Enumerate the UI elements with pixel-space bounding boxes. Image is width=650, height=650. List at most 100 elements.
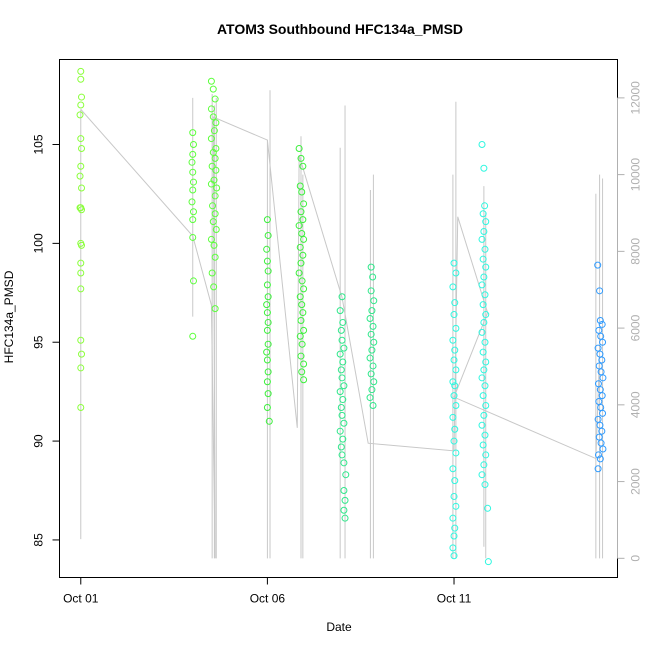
data-point xyxy=(481,431,489,439)
data-point xyxy=(482,311,490,319)
data-point xyxy=(77,259,85,267)
data-point xyxy=(368,386,376,394)
data-point xyxy=(298,340,306,348)
data-point xyxy=(300,326,308,334)
data-point xyxy=(212,166,220,174)
data-point xyxy=(76,111,84,119)
data-point xyxy=(370,338,378,346)
data-point xyxy=(338,336,346,344)
data-point xyxy=(189,129,197,137)
data-point xyxy=(338,451,346,459)
data-point xyxy=(337,443,345,451)
data-point xyxy=(212,119,220,127)
data-point xyxy=(369,322,377,330)
data-point xyxy=(366,394,374,402)
data-point xyxy=(479,255,487,263)
data-point xyxy=(77,285,85,293)
data-point xyxy=(478,421,486,429)
data-point xyxy=(369,273,377,281)
y-tick-label: 90 xyxy=(32,434,46,448)
data-point xyxy=(300,235,308,243)
data-point xyxy=(189,150,197,158)
data-point xyxy=(297,259,305,267)
data-point xyxy=(189,186,197,194)
points-layer xyxy=(76,67,607,566)
y2-tick-label: 8000 xyxy=(629,238,643,265)
data-point xyxy=(480,318,488,326)
data-point xyxy=(263,326,271,334)
data-point xyxy=(299,251,307,259)
data-point xyxy=(207,135,215,143)
data-point xyxy=(298,301,306,309)
y2-tick-label: 2000 xyxy=(629,468,643,495)
data-point xyxy=(210,241,218,249)
data-point xyxy=(340,382,348,390)
data-point xyxy=(208,162,216,170)
data-point xyxy=(298,188,306,196)
data-point xyxy=(298,368,306,376)
data-point xyxy=(263,281,271,289)
data-point xyxy=(78,241,86,249)
data-point xyxy=(76,172,84,180)
y-tick-label: 95 xyxy=(32,335,46,349)
data-point xyxy=(209,202,217,210)
data-point xyxy=(297,352,305,360)
data-point xyxy=(594,261,602,269)
data-point xyxy=(452,366,460,374)
data-point xyxy=(599,374,607,382)
data-point xyxy=(452,401,460,409)
data-point xyxy=(369,362,377,370)
data-point xyxy=(482,218,490,226)
data-point xyxy=(263,257,271,265)
data-point xyxy=(484,558,492,566)
data-point xyxy=(479,348,487,356)
data-point xyxy=(595,398,603,406)
data-point xyxy=(265,417,273,425)
secondary-y-axis: 0 2000 4000 6000 8000 10000 12000 xyxy=(617,81,643,562)
data-point xyxy=(482,451,490,459)
data-point xyxy=(264,318,272,326)
data-point xyxy=(264,293,272,301)
data-point xyxy=(340,419,348,427)
y2-tick-label: 6000 xyxy=(629,314,643,341)
data-point xyxy=(211,154,219,162)
data-point xyxy=(449,514,457,522)
data-point xyxy=(264,231,272,239)
x-tick-label: Oct 11 xyxy=(437,592,472,606)
data-point xyxy=(480,228,488,236)
data-point xyxy=(482,263,490,271)
data-point xyxy=(451,382,459,390)
data-point xyxy=(450,356,458,364)
data-point xyxy=(78,93,86,101)
data-point xyxy=(367,263,375,271)
data-point xyxy=(263,348,271,356)
data-point xyxy=(594,465,602,473)
data-point xyxy=(452,502,460,510)
data-point xyxy=(599,445,607,453)
y2-tick-label: 10000 xyxy=(629,158,643,192)
data-point xyxy=(484,504,492,512)
data-point xyxy=(211,95,219,103)
data-point xyxy=(478,281,486,289)
data-point xyxy=(207,235,215,243)
data-point xyxy=(478,141,486,149)
data-point xyxy=(78,350,86,358)
data-point xyxy=(77,162,85,170)
data-point xyxy=(210,127,218,135)
data-point xyxy=(336,307,344,315)
data-point xyxy=(295,144,303,152)
data-point xyxy=(296,243,304,251)
data-point xyxy=(594,451,602,459)
data-point xyxy=(77,75,85,83)
data-point xyxy=(263,216,271,224)
data-point xyxy=(211,305,219,313)
data-point xyxy=(450,311,458,319)
data-point xyxy=(450,259,458,267)
data-point xyxy=(263,378,271,386)
altitude-layer xyxy=(80,90,604,559)
data-point xyxy=(449,336,457,344)
data-point xyxy=(339,318,347,326)
data-point xyxy=(340,487,348,495)
data-point xyxy=(297,316,305,324)
